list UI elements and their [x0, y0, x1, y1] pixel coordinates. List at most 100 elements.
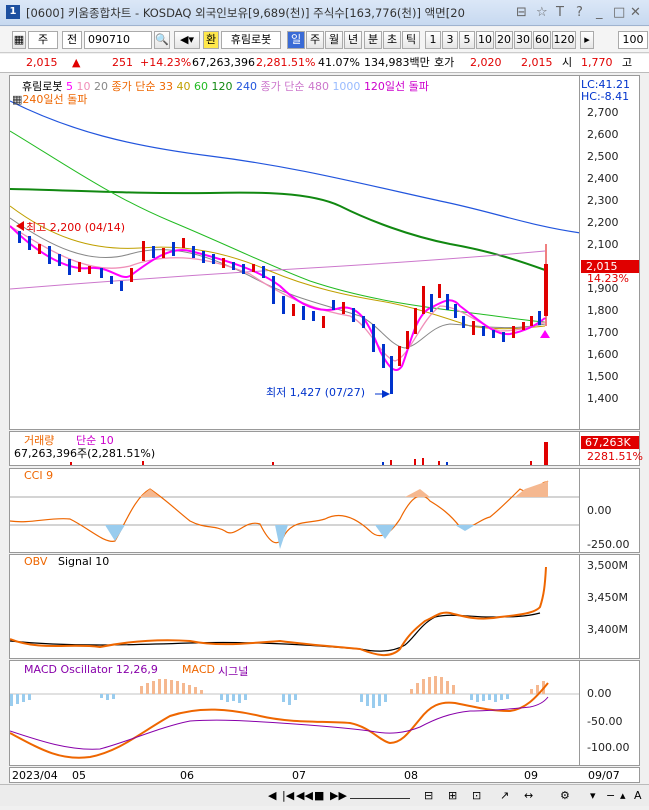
price-tick: 1,700 — [587, 326, 619, 339]
volume-axis: 67,263K 2281.51% — [580, 431, 643, 466]
period-day[interactable]: 일 — [287, 31, 305, 49]
scroll-first-icon[interactable]: |◀ — [282, 789, 295, 802]
obv-legend-name: OBV — [24, 555, 48, 568]
settings-icon[interactable]: ⚙ — [560, 789, 570, 802]
rewind-icon[interactable]: ◀◀ — [296, 789, 313, 802]
fx-button[interactable]: 환 — [203, 31, 219, 49]
macd-signal-line — [10, 696, 549, 750]
volume-ratio: 2,281.51% — [256, 56, 316, 69]
period-week[interactable]: 주 — [306, 31, 324, 49]
macd-tick: 0.00 — [587, 687, 612, 700]
x-label: 07 — [292, 769, 306, 782]
interval-5[interactable]: 5 — [459, 31, 475, 49]
interval-1[interactable]: 1 — [425, 31, 441, 49]
price-tick: 2,500 — [587, 150, 619, 163]
period-year[interactable]: 년 — [344, 31, 362, 49]
interval-120[interactable]: 120 — [552, 31, 576, 49]
high-arrow-icon — [16, 221, 24, 231]
macd-legend-name: MACD Oscillator 12,26,9 — [24, 663, 158, 676]
legend-ma240: 240 — [235, 80, 257, 93]
legend-break240: ▦240일선 돌파 — [12, 93, 88, 106]
x-label: 05 — [72, 769, 86, 782]
maximize-icon[interactable]: □ — [613, 5, 626, 20]
sound-icon[interactable]: ◀▾ — [174, 31, 200, 49]
market-type-select[interactable]: 주 — [28, 31, 58, 49]
zoom-in-icon[interactable]: ⊞ — [448, 789, 458, 802]
price-tick: 2,300 — [587, 194, 619, 207]
cci-axis: 0.00 -250.00 — [580, 468, 640, 553]
zoom-out-icon[interactable]: ⊟ — [424, 789, 434, 802]
minimize-icon[interactable]: _ — [596, 5, 603, 20]
lc-value: LC:41.21 — [581, 78, 631, 91]
volume-pane[interactable]: 거래량 단순 10 67,263,396주(2,281.51%) — [9, 431, 580, 466]
scroll-left-icon[interactable]: ◀ — [268, 789, 277, 802]
cci-pane[interactable]: CCI 9 — [9, 468, 580, 553]
macd-pane[interactable]: MACD Oscillator 12,26,9 MACD 시그널 — [9, 660, 580, 766]
quote-line: 2,015 ▲ 251 +14.23% 67,263,396 2,281.51%… — [0, 54, 649, 73]
ma240-line — [10, 100, 579, 234]
period-second[interactable]: 초 — [383, 31, 401, 49]
low-note: 최저 1,427 (07/27) — [266, 386, 366, 399]
zoom-minus-icon[interactable]: − — [606, 789, 616, 802]
forward-icon[interactable]: ▶▶ — [330, 789, 347, 802]
line-tool-icon[interactable]: ↗ — [500, 789, 510, 802]
count-input[interactable]: 100 — [618, 31, 648, 49]
legend-ma20: 20 — [93, 80, 108, 93]
stock-code-input[interactable]: 090710 — [84, 31, 152, 49]
chart-tool-icon[interactable]: ⊡ — [472, 789, 482, 802]
cci-legend: CCI 9 — [24, 469, 54, 482]
title-bar: 1 [0600] 키움종합차트 - KOSDAQ 외국인보유[9,689(천)]… — [0, 0, 649, 26]
volume-value: 67,263,396 — [192, 56, 255, 69]
search-icon[interactable]: 🔍 — [154, 31, 170, 49]
font-size-icon[interactable]: A — [634, 789, 642, 802]
code-prefix[interactable]: 전 — [62, 31, 82, 49]
volume-current-tag: 67,263K — [581, 436, 639, 449]
price-tick: 2,700 — [587, 106, 619, 119]
price-legend: 휴림로봇 5 10 20 종가 단순 33 40 60 120 240 종가 단… — [22, 78, 429, 94]
close-icon[interactable]: ✕ — [630, 5, 641, 20]
window-number: 1 — [6, 5, 20, 19]
favorite-icon[interactable]: ☆ — [536, 5, 548, 20]
period-month[interactable]: 월 — [325, 31, 343, 49]
font-up-icon[interactable]: ▴ — [620, 789, 626, 802]
price-tick: 1,600 — [587, 348, 619, 361]
interval-30[interactable]: 30 — [514, 31, 532, 49]
change-value: 251 — [112, 56, 133, 69]
grid-icon[interactable]: ▦ — [12, 31, 26, 49]
obv-axis: 3,500M 3,450M 3,400M — [580, 554, 640, 659]
interval-60[interactable]: 60 — [533, 31, 551, 49]
period-tick[interactable]: 틱 — [402, 31, 420, 49]
volume-value: 67,263,396주(2,281.51%) — [14, 447, 156, 460]
hc-value: HC:-8.41 — [581, 90, 630, 103]
x-label: 06 — [180, 769, 194, 782]
font-down-icon[interactable]: ▾ — [590, 789, 596, 802]
obv-line — [10, 566, 547, 656]
help-icon[interactable]: ? — [576, 5, 583, 20]
obv-tick: 3,500M — [587, 559, 628, 572]
ask-price: 2,015 — [521, 56, 553, 69]
bid-label: 호가 — [434, 56, 455, 69]
price-tick: 2,400 — [587, 172, 619, 185]
current-pct-tag: 14.23% — [587, 272, 629, 285]
volume-chart — [70, 442, 548, 465]
scroll-slider[interactable] — [350, 789, 410, 799]
x-axis: 2023/04 05 06 07 08 09 09/07 — [9, 767, 640, 783]
price-tick: 1,900 — [587, 282, 619, 295]
price-chart-pane[interactable]: 휴림로봇 5 10 20 종가 단순 33 40 60 120 240 종가 단… — [9, 75, 580, 430]
stop-icon[interactable]: ■ — [314, 789, 325, 802]
open-price: 1,770 — [581, 56, 613, 69]
period-minute[interactable]: 분 — [364, 31, 382, 49]
price-tick: 1,500 — [587, 370, 619, 383]
interval-10[interactable]: 10 — [476, 31, 494, 49]
cursor-tool-icon[interactable]: ↔ — [524, 789, 534, 802]
interval-20[interactable]: 20 — [495, 31, 513, 49]
ma20-line — [10, 217, 546, 349]
interval-3[interactable]: 3 — [442, 31, 458, 49]
price-legend-name: 휴림로봇 — [22, 80, 63, 93]
more-icon[interactable]: ▸ — [580, 31, 594, 49]
text-icon[interactable]: T — [556, 5, 564, 20]
price-axis: LC:41.21 HC:-8.41 2,700 2,600 2,500 2,40… — [580, 75, 640, 430]
restore-icon[interactable]: ⊟ — [516, 5, 527, 20]
legend-ma33: 종가 단순 33 — [111, 80, 173, 93]
obv-pane[interactable]: OBV Signal 10 — [9, 554, 580, 659]
